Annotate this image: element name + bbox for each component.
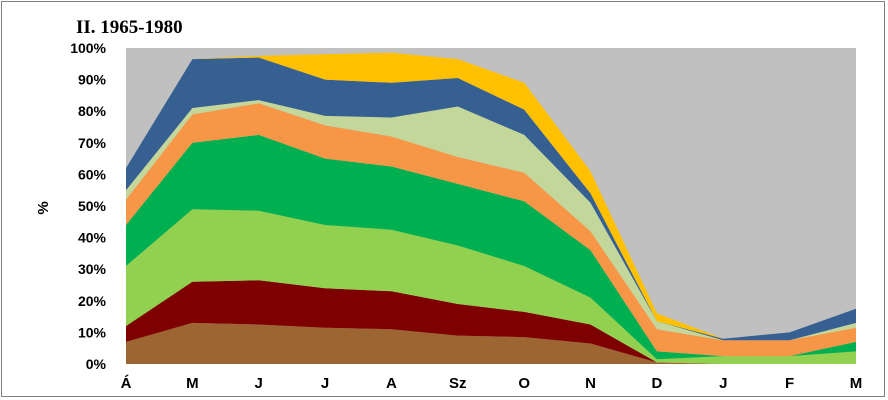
y-axis-ticks: 0% 10% 20% 30% 40% 50% 60% 70% 80% 90% 100%	[70, 40, 106, 372]
x-tick-label: F	[785, 375, 794, 392]
series-area-2	[126, 280, 856, 364]
chart-title: II. 1965-1980	[76, 17, 183, 38]
x-tick-label: A	[386, 375, 397, 392]
series-area-3	[126, 209, 856, 364]
series-areas	[126, 52, 856, 364]
y-tick-label: 20%	[78, 293, 107, 309]
x-tick-label: Sz	[449, 375, 467, 392]
x-tick-label: D	[651, 375, 662, 392]
series-area-4	[126, 134, 856, 360]
y-tick-label: 50%	[78, 198, 107, 214]
x-tick-label: O	[518, 375, 530, 392]
x-tick-label: M	[850, 375, 863, 392]
y-tick-label: 30%	[78, 261, 107, 277]
series-area-6	[126, 100, 856, 341]
x-tick-label: Á	[121, 375, 132, 392]
x-tick-label: J	[719, 375, 727, 392]
x-tick-label: N	[585, 375, 596, 392]
series-area-7	[126, 57, 856, 341]
y-axis-label: %	[35, 201, 52, 214]
x-tick-label: M	[186, 375, 199, 392]
y-tick-label: 10%	[78, 324, 107, 340]
series-area-5	[126, 103, 856, 357]
x-tick-label: J	[255, 375, 263, 392]
y-tick-label: 0%	[86, 356, 107, 372]
y-tick-label: 40%	[78, 230, 107, 246]
x-tick-label: J	[321, 375, 329, 392]
y-tick-label: 70%	[78, 135, 107, 151]
y-tick-label: 100%	[70, 40, 106, 56]
y-tick-label: 80%	[78, 103, 107, 119]
series-area-1	[126, 322, 856, 364]
y-tick-label: 60%	[78, 166, 107, 182]
x-axis-ticks: Á M J J A Sz O N D J F M	[121, 375, 863, 392]
y-tick-label: 90%	[78, 72, 107, 88]
